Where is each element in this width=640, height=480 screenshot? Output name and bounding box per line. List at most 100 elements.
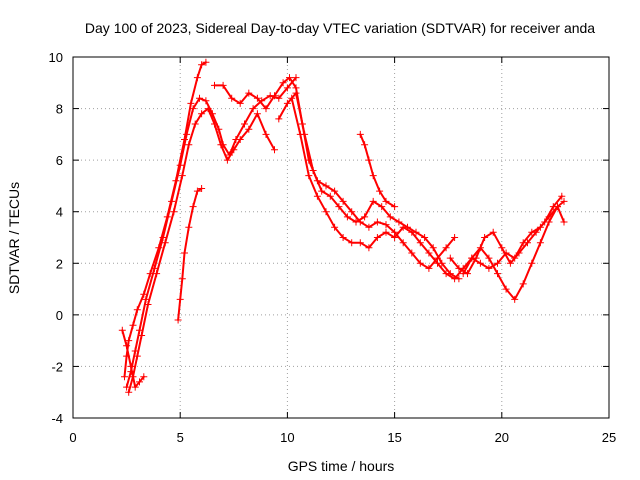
series-track-a — [121, 58, 210, 381]
series-track-i — [446, 192, 566, 278]
data-point — [489, 228, 497, 236]
data-point — [528, 259, 536, 267]
data-point — [131, 383, 139, 391]
y-axis-label: SDTVAR / TECUs — [6, 182, 22, 294]
data-point — [202, 97, 210, 105]
data-point — [502, 285, 510, 293]
data-point — [399, 239, 407, 247]
data-point — [127, 362, 135, 370]
data-point — [416, 259, 424, 267]
series-track-k — [118, 326, 148, 391]
data-point — [356, 130, 364, 138]
y-tick-label: 6 — [56, 153, 63, 168]
grid-lines — [73, 57, 609, 418]
series-line — [177, 187, 203, 321]
data-point — [519, 280, 527, 288]
data-point — [236, 136, 244, 143]
data-point — [217, 141, 225, 149]
data-point — [189, 105, 197, 113]
series-track-d — [174, 185, 206, 324]
data-point — [161, 239, 169, 247]
data-point — [554, 203, 561, 211]
y-tick-label: 0 — [56, 308, 63, 323]
data-point — [241, 120, 248, 128]
data-point — [485, 254, 493, 262]
series-line — [290, 97, 565, 280]
data-point — [498, 244, 506, 252]
data-point — [183, 130, 191, 138]
data-point — [204, 105, 212, 113]
series-track-f — [275, 89, 463, 283]
data-point — [193, 187, 201, 195]
data-point — [331, 223, 339, 231]
data-point — [373, 218, 381, 226]
data-point — [545, 218, 553, 226]
data-point — [378, 203, 386, 211]
data-point — [451, 234, 459, 241]
data-point — [560, 197, 568, 205]
data-point — [326, 192, 334, 200]
data-point — [506, 259, 514, 267]
data-point — [249, 105, 257, 113]
data-point — [365, 223, 373, 231]
data-point — [339, 197, 347, 205]
data-point — [168, 197, 176, 205]
data-point — [391, 203, 399, 211]
data-point — [446, 254, 454, 262]
data-point — [118, 326, 126, 334]
data-point — [376, 187, 384, 195]
data-point — [348, 239, 356, 247]
data-point — [138, 332, 146, 339]
data-point — [451, 275, 459, 283]
data-point — [361, 141, 369, 149]
data-point — [382, 221, 390, 229]
data-point — [275, 94, 283, 102]
data-point — [219, 81, 227, 89]
data-point — [365, 244, 373, 252]
data-point — [408, 228, 416, 236]
data-point — [425, 249, 433, 257]
data-point — [442, 244, 450, 252]
data-point — [352, 218, 360, 226]
data-point — [442, 270, 450, 278]
data-point — [283, 99, 291, 107]
data-point — [198, 61, 206, 69]
data-point — [369, 197, 377, 205]
series-track-c — [125, 105, 278, 396]
data-point — [151, 264, 158, 272]
data-point — [339, 234, 347, 241]
data-point — [275, 115, 283, 123]
data-point — [245, 125, 253, 133]
data-point — [524, 239, 531, 247]
data-point — [356, 239, 364, 247]
data-point — [271, 92, 278, 100]
data-point — [511, 295, 519, 303]
data-point — [170, 208, 178, 216]
data-point — [125, 388, 133, 396]
data-point — [309, 167, 317, 174]
data-point — [121, 373, 128, 381]
data-point — [211, 120, 218, 128]
data-point — [455, 264, 463, 272]
data-point — [348, 208, 356, 216]
data-series — [118, 58, 568, 396]
series-line — [213, 76, 456, 270]
data-point — [159, 234, 167, 241]
data-point — [178, 172, 186, 180]
y-tick-label: -4 — [51, 411, 63, 426]
data-point — [365, 156, 373, 164]
data-point — [494, 270, 501, 278]
data-point — [391, 234, 399, 241]
y-tick-label: -2 — [51, 359, 63, 374]
data-point — [558, 192, 566, 200]
data-point — [382, 197, 390, 205]
y-tick-labels: -4 -2 0 2 4 6 8 10 — [49, 50, 63, 426]
series-line — [449, 195, 563, 275]
data-point — [279, 79, 287, 87]
data-point — [481, 234, 489, 241]
data-point — [178, 275, 186, 283]
series-line — [359, 133, 396, 208]
data-point — [494, 259, 501, 267]
data-point — [230, 146, 238, 154]
